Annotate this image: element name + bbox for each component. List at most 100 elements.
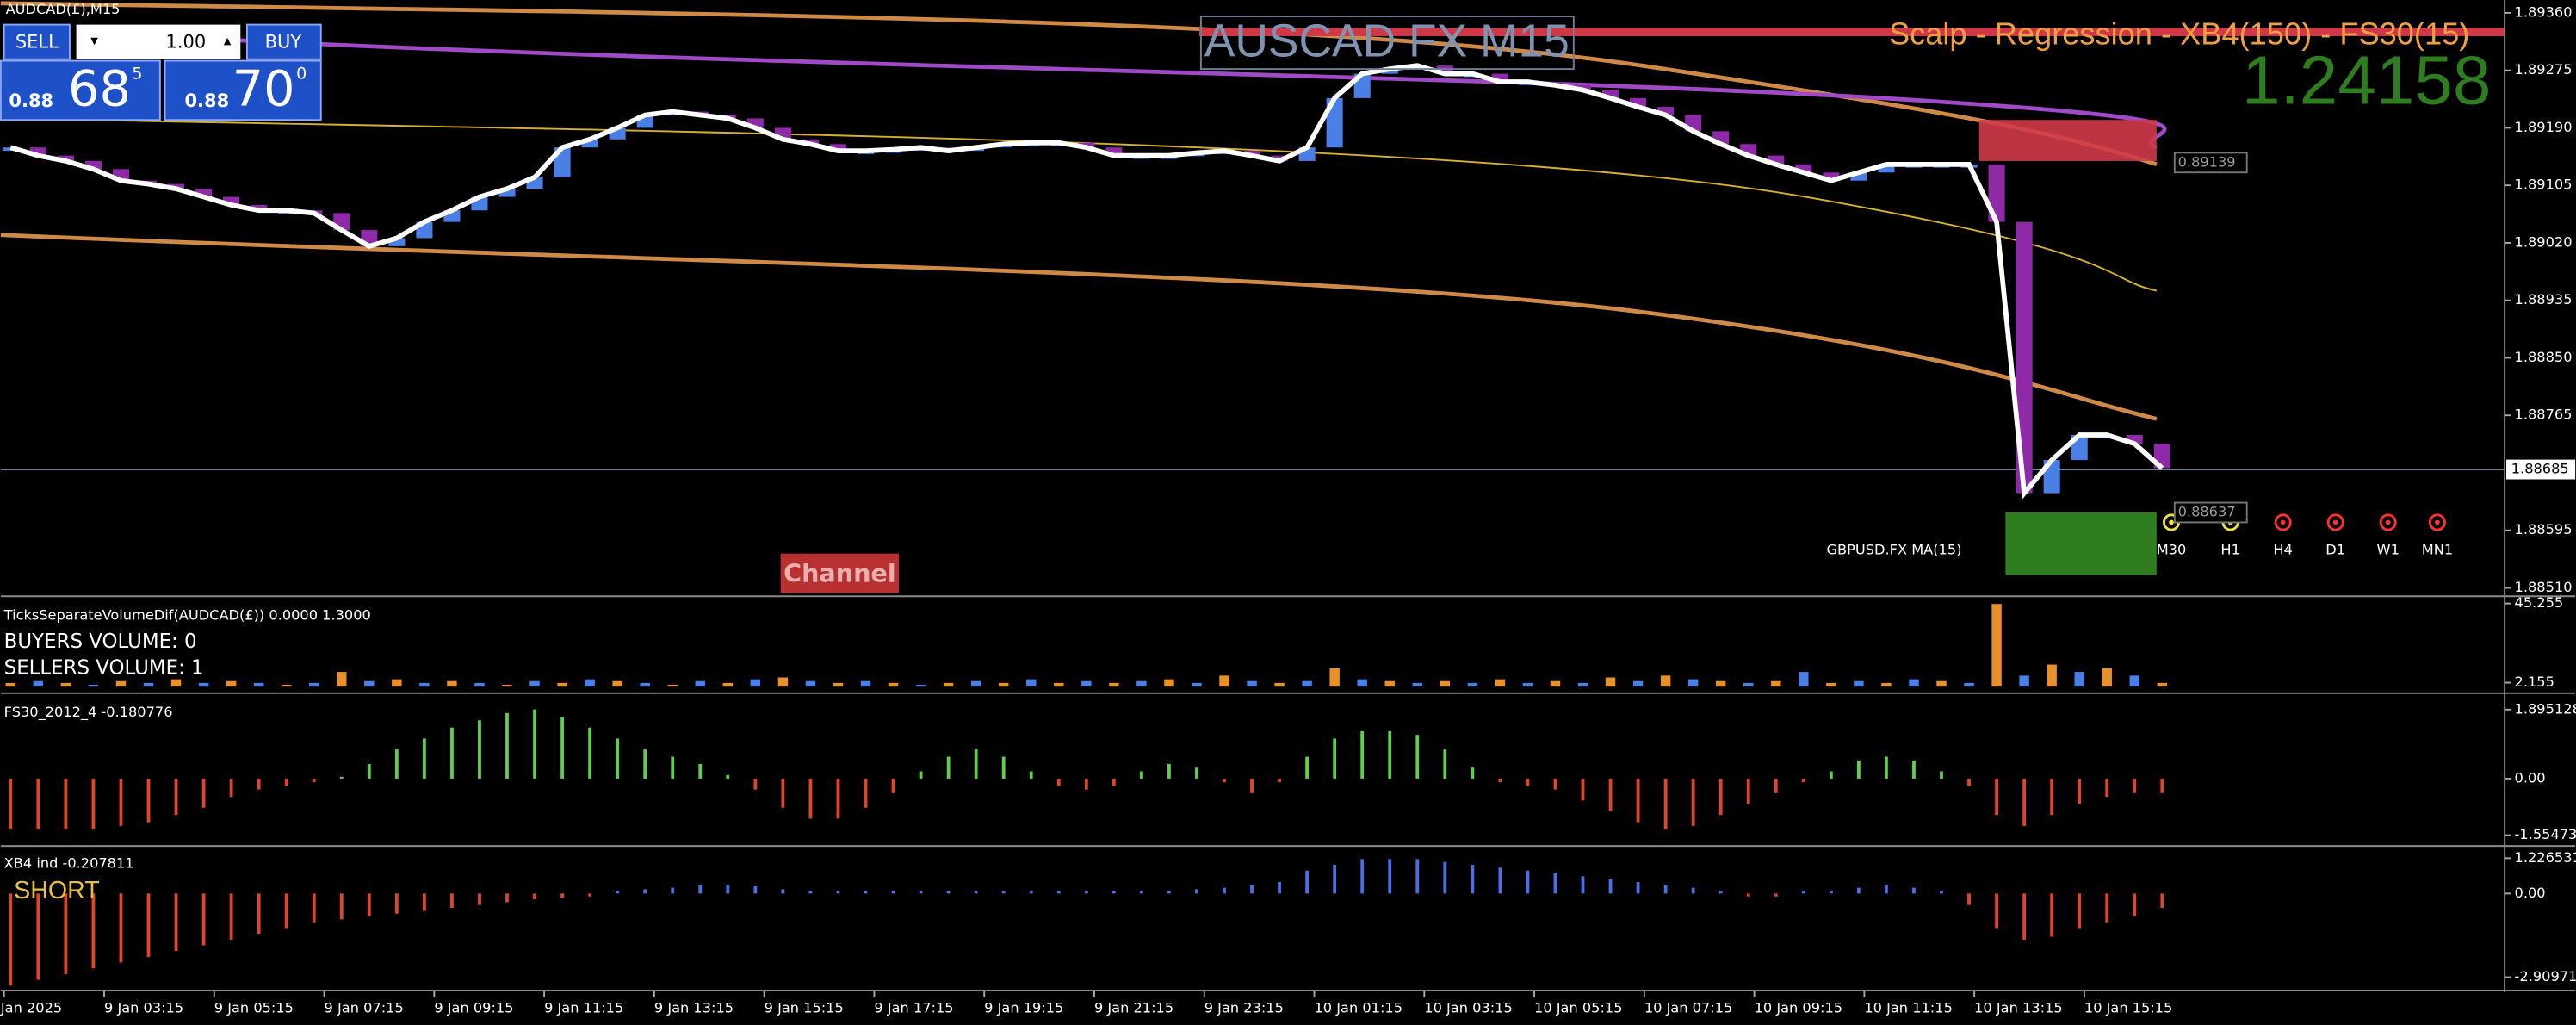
histogram-bar xyxy=(1388,730,1392,779)
mtf-label: GBPUSD.FX MA(15) xyxy=(1827,541,1962,557)
price-tick-label: 1.88850 xyxy=(2515,349,2573,365)
tf-label: M30 xyxy=(2157,541,2187,557)
buy-button[interactable] xyxy=(245,23,322,60)
histogram-bar xyxy=(1632,680,1644,687)
spin-down[interactable]: ▾ xyxy=(90,33,98,50)
histogram-bar xyxy=(1247,680,1257,687)
histogram-bar xyxy=(450,893,454,909)
histogram-bar xyxy=(781,778,785,808)
tf-dot xyxy=(2280,519,2286,525)
histogram-bar xyxy=(726,885,730,894)
price-tick-label: 1.88765 xyxy=(2515,407,2573,423)
histogram-bar xyxy=(1829,771,1833,779)
histogram-bar xyxy=(2157,682,2168,687)
histogram-bar xyxy=(1995,893,1998,929)
histogram-bar xyxy=(2050,778,2054,816)
level-tag: 0.88637 xyxy=(2178,504,2236,520)
time-label: 9 Jan 15:15 xyxy=(765,999,844,1016)
ma-line xyxy=(9,63,2164,500)
histogram-bar xyxy=(474,682,485,687)
axis-label: 2.155 xyxy=(2515,674,2554,690)
ask-pane[interactable] xyxy=(164,59,322,121)
histogram-bar xyxy=(257,778,261,790)
axis-label: 0.00 xyxy=(2515,885,2546,901)
histogram-bar xyxy=(998,682,1009,687)
buy-label[interactable]: BUY xyxy=(265,32,302,53)
histogram-bar xyxy=(253,682,264,687)
histogram-bar xyxy=(1443,861,1447,894)
volume-title: TicksSeparateVolumeDif(AUDCAD(£)) 0.0000… xyxy=(3,607,371,624)
channel-label[interactable]: Channel xyxy=(783,558,896,587)
histogram-bar xyxy=(891,778,895,793)
histogram-bar xyxy=(2129,675,2139,687)
bid-small: 0.88 xyxy=(9,90,53,111)
channel-button[interactable] xyxy=(780,553,900,593)
histogram-bar xyxy=(1856,887,1861,894)
histogram-bar xyxy=(33,680,44,687)
time-label: 10 Jan 13:15 xyxy=(1974,999,2063,1016)
histogram-bar xyxy=(91,893,96,969)
time-label: 9 Jan 11:15 xyxy=(544,999,623,1016)
histogram-bar xyxy=(529,680,540,687)
histogram-bar xyxy=(1636,882,1640,894)
histogram-bar xyxy=(9,893,13,986)
histogram-bar xyxy=(478,893,481,905)
candle xyxy=(195,189,213,197)
time-label: 10 Jan 15:15 xyxy=(2084,999,2173,1016)
histogram-bar xyxy=(1167,764,1171,779)
histogram-bar xyxy=(777,677,789,687)
histogram-bar xyxy=(1553,778,1557,790)
sellers-volume: SELLERS VOLUME: 1 xyxy=(4,657,204,680)
histogram-bar xyxy=(671,887,675,894)
current-price-box xyxy=(2506,459,2576,480)
spin-up[interactable]: ▴ xyxy=(224,33,232,50)
candle xyxy=(2126,435,2143,444)
candle xyxy=(581,139,598,148)
histogram-bar xyxy=(339,893,344,920)
histogram-bar xyxy=(1333,864,1337,894)
tf-dot xyxy=(2332,519,2338,525)
histogram-bar xyxy=(612,680,622,687)
histogram-bar xyxy=(1964,682,1974,687)
histogram-bar xyxy=(64,893,68,974)
candle xyxy=(746,118,764,128)
histogram-bar xyxy=(1471,864,1475,894)
bid-pane[interactable] xyxy=(0,59,161,121)
time-label: 9 Jan 23:15 xyxy=(1204,999,1284,1016)
histogram-bar xyxy=(226,680,237,687)
lot-input[interactable] xyxy=(76,24,241,59)
histogram-bar xyxy=(1278,882,1281,894)
histogram-bar xyxy=(1995,778,1998,816)
tf-label: W1 xyxy=(2377,541,2400,557)
histogram-bar xyxy=(1663,778,1668,830)
tf-label: MN1 xyxy=(2422,541,2453,557)
histogram-bar xyxy=(1081,680,1092,687)
histogram-bar xyxy=(309,682,319,687)
price-tick-label: 1.89020 xyxy=(2515,233,2573,250)
candle xyxy=(388,238,406,246)
sell-label[interactable]: SELL xyxy=(15,32,59,53)
histogram-bar xyxy=(394,749,399,779)
level-tag: 0.89139 xyxy=(2178,153,2236,170)
histogram-bar xyxy=(146,778,151,823)
histogram-bar xyxy=(1329,668,1340,687)
histogram-bar xyxy=(864,778,868,808)
lot-value[interactable]: 1.00 xyxy=(166,32,207,53)
histogram-bar xyxy=(1029,771,1033,779)
time-label: 10 Jan 11:15 xyxy=(1864,999,1953,1016)
histogram-bar xyxy=(60,682,71,687)
tf-dot xyxy=(2169,519,2174,525)
sell-button[interactable] xyxy=(3,23,71,60)
histogram-bar xyxy=(1305,756,1310,779)
time-label: 9 Jan 07:15 xyxy=(325,999,404,1016)
histogram-bar xyxy=(312,778,316,783)
histogram-bar xyxy=(585,679,595,687)
histogram-bar xyxy=(1167,891,1171,894)
histogram-bar xyxy=(1826,682,1836,687)
histogram-bar xyxy=(2022,893,2027,940)
time-label: 10 Jan 07:15 xyxy=(1644,999,1733,1016)
candle xyxy=(1768,155,1785,165)
tf-indicator xyxy=(2326,513,2344,531)
histogram-bar xyxy=(698,764,703,779)
histogram-bar xyxy=(974,891,978,894)
